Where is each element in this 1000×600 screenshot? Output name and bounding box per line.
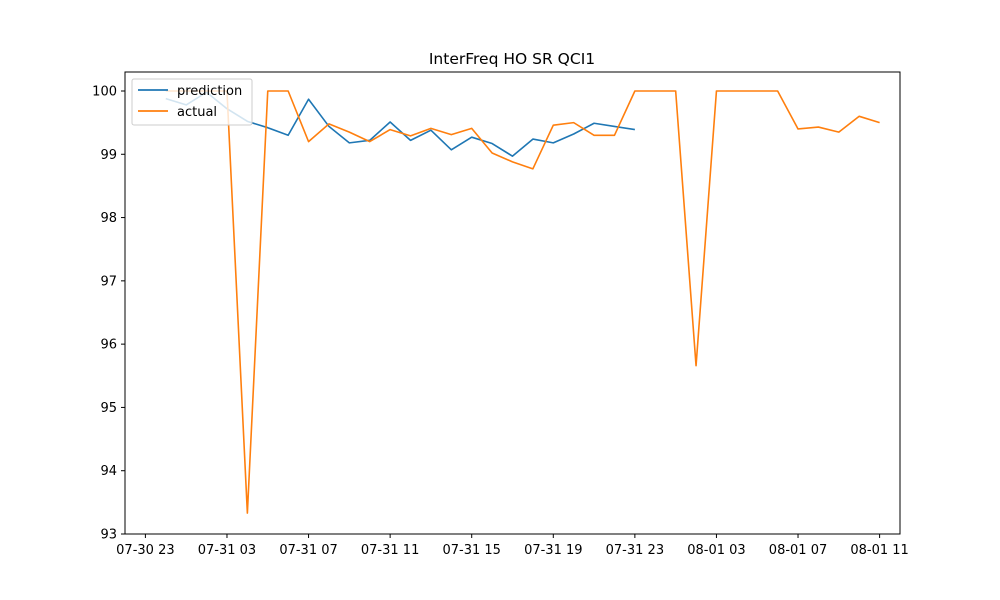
x-axis: 07-30 23 07-31 03 07-31 07 07-31 11 07-31 15… <box>116 534 909 558</box>
x-tick-label: 07-31 11 <box>361 543 419 558</box>
chart-title: InterFreq HO SR QCI1 <box>429 50 595 68</box>
plot-frame <box>124 71 901 535</box>
x-tick-label: 07-31 07 <box>279 543 337 558</box>
y-tick-label: 93 <box>100 528 117 543</box>
x-tick-label: 07-31 19 <box>524 543 582 558</box>
x-tick-label: 08-01 07 <box>769 543 827 558</box>
x-tick-label: 07-31 03 <box>198 543 256 558</box>
x-tick-label: 07-31 23 <box>606 543 664 558</box>
y-tick-label: 95 <box>100 401 117 416</box>
x-tick-label: 07-30 23 <box>116 543 174 558</box>
x-tick-label: 08-01 03 <box>687 543 745 558</box>
y-tick-label: 97 <box>100 274 117 289</box>
series-layer <box>165 90 880 514</box>
y-tick-label: 100 <box>92 84 117 99</box>
legend-label-prediction: prediction <box>177 84 242 99</box>
y-tick-label: 98 <box>100 211 117 226</box>
x-tick-label: 08-01 11 <box>850 543 908 558</box>
legend: prediction actual <box>131 78 253 126</box>
y-tick-label: 94 <box>100 464 117 479</box>
y-tick-label: 99 <box>100 148 117 163</box>
legend-label-actual: actual <box>177 105 217 120</box>
x-tick-label: 07-31 15 <box>442 543 500 558</box>
series-line-actual <box>165 90 880 514</box>
y-tick-label: 96 <box>100 338 117 353</box>
y-axis: 93 94 95 96 97 98 99 100 <box>92 84 125 543</box>
